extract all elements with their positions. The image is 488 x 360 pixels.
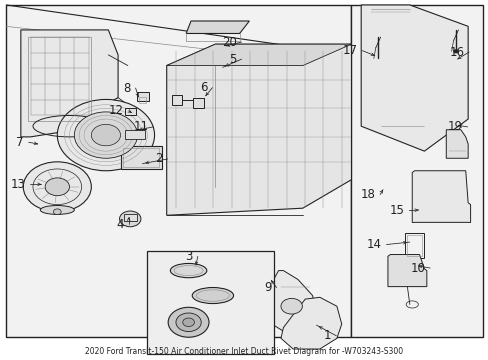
Text: 3: 3 [185,250,193,263]
Text: 15: 15 [389,204,404,217]
Text: 2: 2 [155,153,163,166]
Circle shape [119,211,141,227]
Polygon shape [446,130,467,158]
Text: 19: 19 [447,120,462,134]
Text: 7: 7 [16,136,24,149]
Polygon shape [281,297,341,349]
Bar [125,130,144,139]
Bar [6,5,351,337]
Circle shape [453,50,458,53]
Polygon shape [186,21,249,33]
Polygon shape [411,171,469,222]
Text: 18: 18 [360,188,374,201]
Bar [28,37,91,121]
Ellipse shape [170,264,206,278]
Text: 20: 20 [222,36,236,49]
Polygon shape [361,5,467,151]
Text: 4: 4 [116,218,123,231]
Text: 6: 6 [200,81,207,94]
Polygon shape [21,30,118,137]
Circle shape [53,209,61,215]
Circle shape [183,318,194,327]
Circle shape [45,178,69,196]
Text: 8: 8 [123,81,130,95]
Circle shape [91,125,120,146]
Text: 11: 11 [133,120,148,134]
Text: 5: 5 [229,53,236,66]
Bar [122,148,159,167]
Text: 2020 Ford Transit-150 Air Conditioner Inlet Duct Rivet Diagram for -W703243-S300: 2020 Ford Transit-150 Air Conditioner In… [85,347,403,356]
Text: 10: 10 [409,262,425,275]
Text: 13: 13 [10,178,25,191]
Bar [193,98,203,108]
Text: 17: 17 [342,44,357,57]
Polygon shape [166,44,351,66]
Bar [351,5,482,337]
Bar [404,233,424,258]
Bar [120,146,162,169]
Circle shape [176,313,201,332]
Text: 9: 9 [264,281,271,294]
Bar [171,95,182,105]
Bar [125,108,136,116]
Bar [407,235,421,256]
Polygon shape [387,255,426,287]
Circle shape [168,307,208,337]
Circle shape [57,99,154,171]
Text: 1: 1 [324,329,331,342]
Circle shape [74,112,137,158]
Ellipse shape [192,288,233,303]
Ellipse shape [40,206,74,215]
Circle shape [281,298,302,314]
Polygon shape [166,44,351,215]
Text: 14: 14 [366,238,381,251]
Bar [136,92,148,101]
Bar [139,96,146,103]
Text: 16: 16 [448,45,463,59]
Bar [124,213,136,221]
Circle shape [23,162,91,212]
Text: 12: 12 [109,104,123,117]
Bar [147,251,273,354]
Polygon shape [266,271,317,331]
